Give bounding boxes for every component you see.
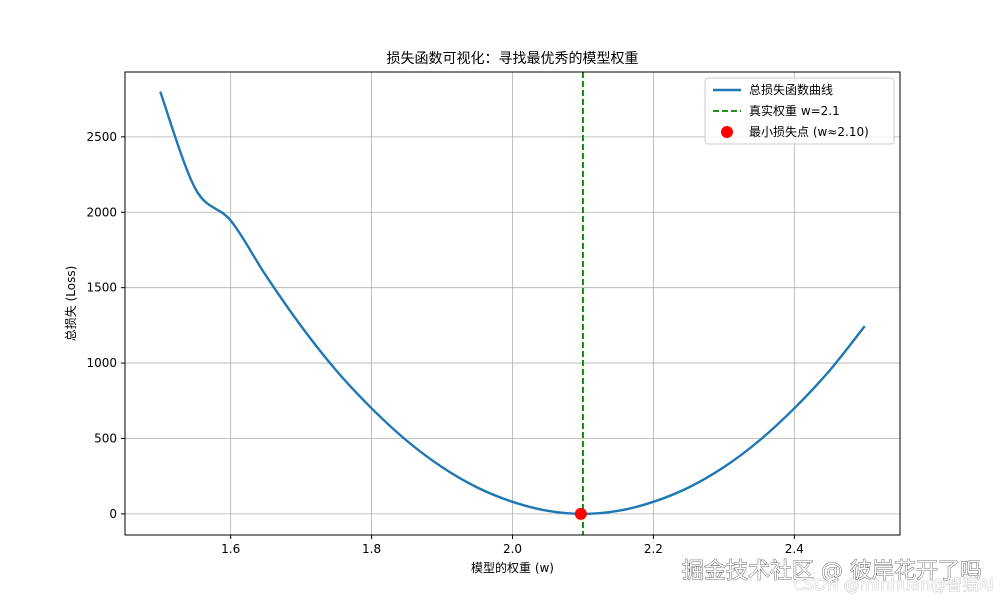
y-tick-label: 1000 xyxy=(86,356,117,370)
legend-label: 真实权重 w=2.1 xyxy=(749,103,840,118)
y-tick-label: 500 xyxy=(94,431,117,445)
x-tick-label: 2.0 xyxy=(503,542,522,556)
legend-box xyxy=(704,77,895,145)
y-tick-label: 2000 xyxy=(86,205,117,219)
x-tick-label: 2.4 xyxy=(785,542,804,556)
x-tick-label: 1.6 xyxy=(221,542,240,556)
loss-curve-line xyxy=(159,91,866,516)
chart-title: 损失函数可视化：寻找最优秀的模型权重 xyxy=(387,51,639,67)
legend-label: 最小损失点 (w≈2.10) xyxy=(749,124,869,139)
grid xyxy=(125,72,900,535)
watermark-sub: CSDN @minhuan@智猫AI xyxy=(793,575,994,594)
ticks: 1.6 1.8 2.0 2.2 2.4 0 500 1000 1500 2000 2500 xyxy=(86,130,803,556)
x-axis-label: 模型的权重 (w) xyxy=(471,560,554,575)
y-axis-label: 总损失 (Loss) xyxy=(63,266,78,342)
y-tick-label: 0 xyxy=(109,507,117,521)
watermark-main: 掘金技术社区 @ 彼岸花开了吗 xyxy=(682,559,982,584)
min-loss-point xyxy=(574,507,587,520)
x-tick-label: 1.8 xyxy=(362,542,381,556)
y-tick-label: 1500 xyxy=(86,281,117,295)
series-layer xyxy=(159,72,866,535)
x-tick-label: 2.2 xyxy=(644,542,663,556)
legend-swatch-min-point xyxy=(721,126,733,138)
y-tick-label: 2500 xyxy=(86,130,117,144)
legend-label: 总损失函数曲线 xyxy=(749,82,833,97)
